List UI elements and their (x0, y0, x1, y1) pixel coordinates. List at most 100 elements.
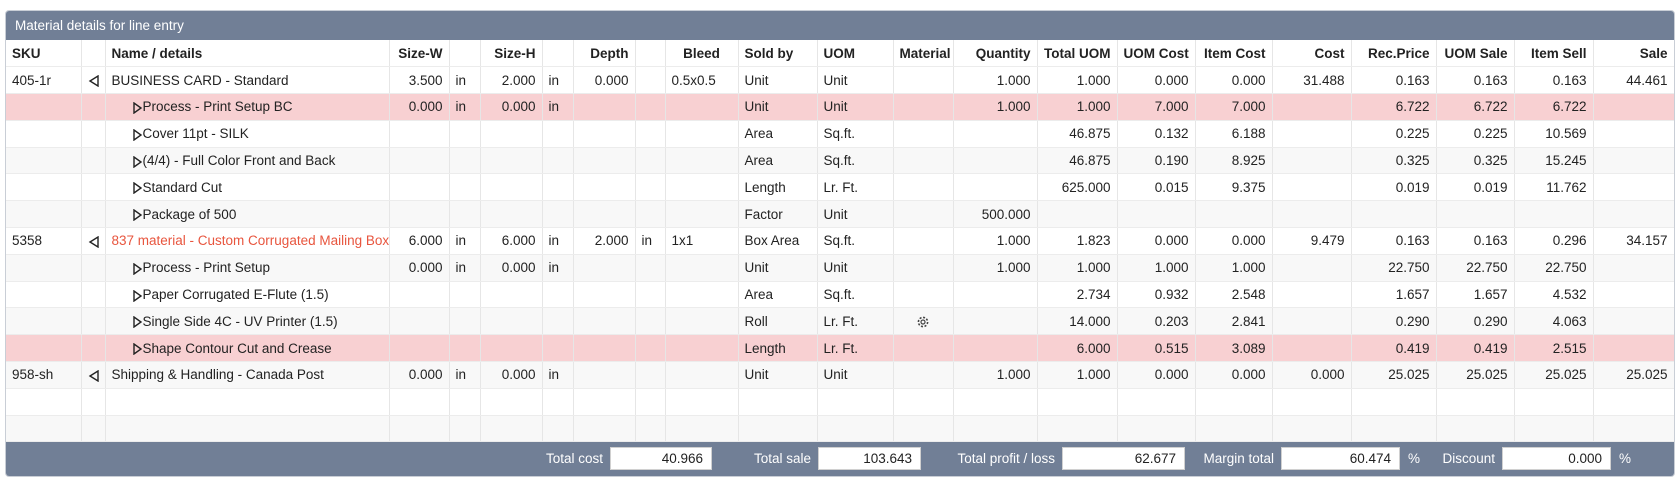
cell: Unit (817, 254, 894, 282)
cell (389, 173, 450, 202)
cell: 3.500 (389, 66, 450, 95)
cell (389, 120, 450, 148)
cell: 0.015 (1117, 173, 1196, 202)
cell: 6.000 (1037, 334, 1118, 363)
expand-toggle[interactable] (132, 315, 143, 329)
cell (665, 361, 739, 389)
cell: 6.722 (1351, 93, 1437, 121)
cell (893, 200, 954, 229)
cell (665, 254, 739, 282)
collapse-toggle[interactable] (88, 235, 100, 249)
cell: 0.290 (1351, 307, 1437, 336)
cell: 0.000 (480, 361, 543, 389)
expand-toggle[interactable] (132, 101, 143, 115)
cell: Shipping & Handling - Canada Post (105, 361, 390, 389)
cell: 0.163 (1351, 227, 1437, 255)
expand-toggle[interactable] (132, 181, 143, 195)
cell (480, 281, 543, 309)
component-row: Shape Contour Cut and Crease Length Lr. Ft… (6, 334, 1674, 363)
cell (542, 147, 574, 175)
cell: 958-sh (6, 361, 82, 389)
cell (573, 173, 636, 202)
cell (1195, 200, 1273, 229)
collapse-toggle[interactable] (88, 74, 100, 88)
cell (665, 307, 739, 336)
expand-toggle[interactable] (132, 289, 143, 302)
cell (573, 200, 636, 229)
cell (665, 120, 739, 148)
cell (1272, 334, 1352, 363)
cell: (4/4) - Full Color Front and Back (105, 147, 390, 175)
cell (1272, 93, 1352, 121)
cell (542, 173, 574, 202)
cell (6, 388, 82, 416)
cell (81, 334, 106, 363)
cell: 9.375 (1195, 173, 1273, 202)
cell (1514, 415, 1594, 443)
component-name: Standard Cut (142, 179, 223, 195)
expand-toggle[interactable] (132, 208, 143, 222)
cell (480, 334, 543, 363)
cell: Unit (738, 66, 818, 95)
cell (1593, 334, 1674, 363)
cell: in (449, 361, 481, 389)
column-header: Sold by (738, 40, 818, 68)
cell (81, 66, 106, 95)
cell: 6.000 (480, 227, 543, 255)
total-label: Total profit / loss (957, 451, 1055, 466)
cell (6, 93, 82, 121)
cell (665, 147, 739, 175)
component-row: Process - Print Setup BC 0.000 in 0.000 in Un… (6, 93, 1674, 121)
cell: Lr. Ft. (817, 307, 894, 336)
column-header: Cost (1272, 40, 1352, 68)
cell (665, 200, 739, 229)
total-field: 60.474 (1281, 447, 1400, 470)
total-field: 0.000 (1502, 447, 1611, 470)
cell: 0.000 (1272, 361, 1352, 389)
component-name: Package of 500 (142, 206, 237, 222)
cell: 0.019 (1351, 173, 1437, 202)
collapse-toggle[interactable] (88, 369, 100, 383)
cell (105, 415, 390, 443)
cell: Roll (738, 307, 818, 336)
cell (635, 66, 666, 95)
cell: 7.000 (1195, 93, 1273, 121)
total-field: 40.966 (610, 447, 712, 470)
cell: Box Area (738, 227, 818, 255)
total-label: Total cost (545, 451, 603, 466)
total-field: 62.677 (1062, 447, 1185, 470)
cell: Factor (738, 200, 818, 229)
cell: 14.000 (1037, 307, 1118, 336)
cell: 1.000 (953, 66, 1038, 95)
cell: 1.000 (1037, 66, 1118, 95)
expand-toggle[interactable] (132, 342, 143, 356)
component-name: Single Side 4C - UV Printer (1.5) (142, 313, 338, 329)
expand-toggle[interactable] (132, 128, 143, 142)
cell: 0.000 (480, 254, 543, 282)
cell: 0.019 (1436, 173, 1515, 202)
cell (1037, 200, 1118, 229)
cell (1117, 200, 1196, 229)
cell (665, 173, 739, 202)
cell (1272, 281, 1352, 309)
column-header: UOM Sale (1436, 40, 1515, 68)
expand-toggle[interactable] (132, 262, 143, 276)
cell: Sq.ft. (817, 120, 894, 148)
cell: 2.000 (480, 66, 543, 95)
expand-toggle[interactable] (132, 155, 143, 168)
cell: 0.132 (1117, 120, 1196, 148)
cell: 46.875 (1037, 120, 1118, 148)
cell (480, 120, 543, 148)
cell (953, 120, 1038, 148)
cell (573, 254, 636, 282)
cell: 2.000 (573, 227, 636, 255)
cell (1272, 173, 1352, 202)
cell: 3.089 (1195, 334, 1273, 363)
material-settings[interactable] (916, 315, 930, 329)
cell: 6.000 (389, 227, 450, 255)
cell: Shape Contour Cut and Crease (105, 334, 390, 363)
cell: Unit (817, 66, 894, 95)
cell (81, 307, 106, 336)
cell: Unit (738, 93, 818, 121)
